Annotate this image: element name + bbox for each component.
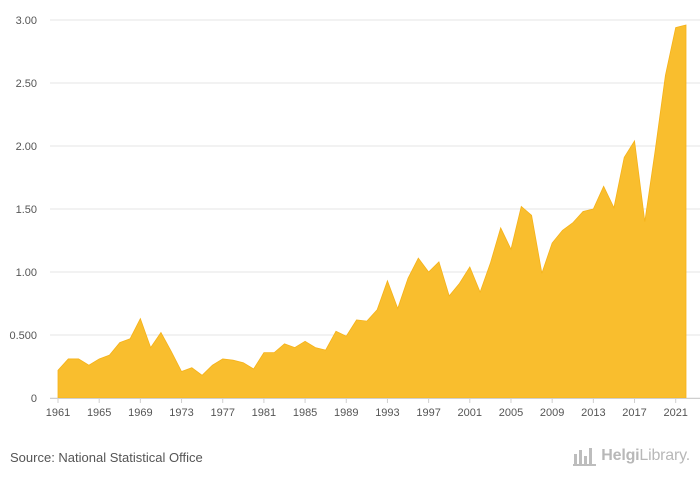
data-point[interactable] xyxy=(281,341,287,347)
data-point[interactable] xyxy=(570,220,576,226)
data-point[interactable] xyxy=(251,366,257,372)
data-point[interactable] xyxy=(508,246,514,252)
x-tick-label: 1961 xyxy=(46,407,70,419)
data-point[interactable] xyxy=(96,356,102,362)
x-tick-label: 1993 xyxy=(375,407,399,419)
x-tick-label: 1973 xyxy=(169,407,193,419)
data-point[interactable] xyxy=(652,148,658,154)
y-tick-label: 2.50 xyxy=(16,78,37,90)
data-point[interactable] xyxy=(415,255,421,261)
data-point[interactable] xyxy=(292,345,298,351)
data-point[interactable] xyxy=(65,356,71,362)
data-point[interactable] xyxy=(86,362,92,368)
x-tick-label: 2001 xyxy=(458,407,482,419)
data-point[interactable] xyxy=(446,293,452,299)
data-point[interactable] xyxy=(559,227,565,233)
data-point[interactable] xyxy=(487,260,493,266)
x-axis: 1961 1965 1969 1973 1977 1981 1985 1989 1993 1997… xyxy=(46,398,700,419)
data-point[interactable] xyxy=(261,350,267,356)
x-tick-label: 1969 xyxy=(128,407,152,419)
helgi-library-logo[interactable]: HelgiLibrary. xyxy=(573,446,690,466)
data-point[interactable] xyxy=(673,25,679,31)
data-point[interactable] xyxy=(384,278,390,284)
data-point[interactable] xyxy=(683,22,689,28)
gridlines xyxy=(50,19,700,399)
data-point[interactable] xyxy=(611,205,617,211)
x-tick-label: 1965 xyxy=(87,407,111,419)
data-point[interactable] xyxy=(158,329,164,335)
data-point[interactable] xyxy=(529,212,535,218)
data-point[interactable] xyxy=(539,270,545,276)
x-tick-label: 1977 xyxy=(210,407,234,419)
x-tick-label: 2013 xyxy=(581,407,605,419)
data-point[interactable] xyxy=(580,209,586,215)
data-point[interactable] xyxy=(137,316,143,322)
data-point[interactable] xyxy=(271,350,277,356)
y-tick-label: 1.00 xyxy=(16,267,37,279)
data-point[interactable] xyxy=(127,336,133,342)
x-tick-label: 2009 xyxy=(540,407,564,419)
logo-suffix: Library. xyxy=(639,447,690,464)
area-fill xyxy=(57,24,687,399)
x-tick-label: 1985 xyxy=(293,407,317,419)
data-point[interactable] xyxy=(477,289,483,295)
area-series xyxy=(55,22,689,399)
data-point[interactable] xyxy=(220,356,226,362)
y-tick-label: 2.00 xyxy=(16,141,37,153)
data-point[interactable] xyxy=(199,372,205,378)
data-point[interactable] xyxy=(467,264,473,270)
data-point[interactable] xyxy=(323,347,329,353)
data-point[interactable] xyxy=(518,203,524,209)
y-tick-label: 0.500 xyxy=(9,330,37,342)
chart-bars-icon xyxy=(573,448,597,466)
x-tick-label: 2005 xyxy=(499,407,523,419)
data-point[interactable] xyxy=(374,307,380,313)
data-point[interactable] xyxy=(621,154,627,160)
data-point[interactable] xyxy=(549,240,555,246)
y-axis: 0 0.500 1.00 1.50 2.00 2.50 3.00 xyxy=(9,15,37,405)
data-point[interactable] xyxy=(76,356,82,362)
data-point[interactable] xyxy=(590,206,596,212)
data-point[interactable] xyxy=(189,365,195,371)
data-point[interactable] xyxy=(240,360,246,366)
data-point[interactable] xyxy=(230,357,236,363)
x-tick-label: 2017 xyxy=(622,407,646,419)
logo-wordmark: HelgiLibrary. xyxy=(601,447,690,465)
data-point[interactable] xyxy=(426,269,432,275)
data-point[interactable] xyxy=(168,348,174,354)
data-point[interactable] xyxy=(148,345,154,351)
data-point[interactable] xyxy=(498,225,504,231)
data-point[interactable] xyxy=(117,340,123,346)
data-point[interactable] xyxy=(436,259,442,265)
data-point[interactable] xyxy=(457,280,463,286)
data-point[interactable] xyxy=(312,345,318,351)
data-point[interactable] xyxy=(179,369,185,375)
x-tick-label: 1989 xyxy=(334,407,358,419)
data-point[interactable] xyxy=(343,333,349,339)
y-tick-label: 0 xyxy=(31,393,37,405)
x-tick-label: 1997 xyxy=(416,407,440,419)
data-point[interactable] xyxy=(405,275,411,281)
x-tick-label: 2021 xyxy=(663,407,687,419)
data-point[interactable] xyxy=(209,362,215,368)
data-point[interactable] xyxy=(302,338,308,344)
data-point[interactable] xyxy=(395,306,401,312)
data-point[interactable] xyxy=(662,72,668,78)
data-point[interactable] xyxy=(333,328,339,334)
data-point[interactable] xyxy=(55,367,61,373)
data-point[interactable] xyxy=(106,352,112,358)
data-point[interactable] xyxy=(632,138,638,144)
x-tick-label: 1981 xyxy=(252,407,276,419)
data-point[interactable] xyxy=(601,183,607,189)
logo-brand: Helgi xyxy=(601,447,640,464)
data-point[interactable] xyxy=(364,318,370,324)
data-point[interactable] xyxy=(642,219,648,225)
y-tick-label: 1.50 xyxy=(16,204,37,216)
data-point[interactable] xyxy=(354,317,360,323)
source-note: Source: National Statistical Office xyxy=(10,450,203,465)
y-tick-label: 3.00 xyxy=(16,15,37,27)
